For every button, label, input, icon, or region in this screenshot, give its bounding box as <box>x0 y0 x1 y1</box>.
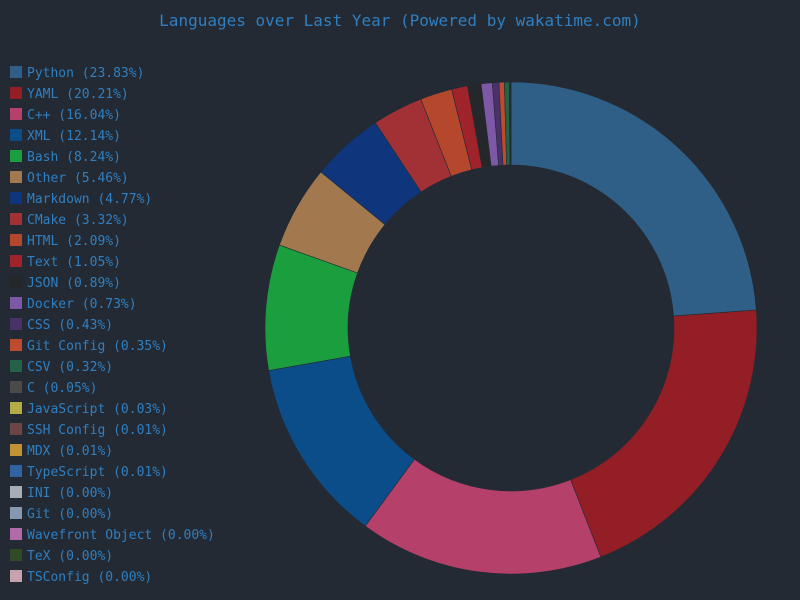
legend-swatch <box>10 423 22 435</box>
legend-swatch <box>10 255 22 267</box>
donut-slices <box>264 81 758 575</box>
legend-label: Git (0.00%) <box>27 507 113 522</box>
legend-item-ssh-config: SSH Config (0.01%) <box>10 423 168 438</box>
legend-swatch <box>10 402 22 414</box>
legend-item-c: C (0.05%) <box>10 381 97 396</box>
legend-label: Bash (8.24%) <box>27 150 121 165</box>
legend-label: Wavefront Object (0.00%) <box>27 528 215 543</box>
legend-swatch <box>10 171 22 183</box>
legend-swatch <box>10 129 22 141</box>
legend-swatch <box>10 318 22 330</box>
legend-swatch <box>10 570 22 582</box>
legend-item-json: JSON (0.89%) <box>10 276 121 291</box>
legend-label: TSConfig (0.00%) <box>27 570 152 585</box>
legend-item-git-config: Git Config (0.35%) <box>10 339 168 354</box>
legend-swatch <box>10 339 22 351</box>
legend-label: INI (0.00%) <box>27 486 113 501</box>
legend: Python (23.83%) YAML (20.21%) C++ (16.04%)… <box>10 66 215 585</box>
legend-label: Text (1.05%) <box>27 255 121 270</box>
legend-item-mdx: MDX (0.01%) <box>10 444 113 459</box>
slice-python <box>510 81 757 317</box>
legend-swatch <box>10 528 22 540</box>
legend-label: Python (23.83%) <box>27 66 144 81</box>
chart-title: Languages over Last Year (Powered by wak… <box>159 11 641 30</box>
slice-yaml <box>570 309 758 558</box>
legend-item-wavefront-object: Wavefront Object (0.00%) <box>10 528 215 543</box>
legend-label: JSON (0.89%) <box>27 276 121 291</box>
legend-swatch <box>10 87 22 99</box>
legend-label: TypeScript (0.01%) <box>27 465 168 480</box>
legend-label: CSV (0.32%) <box>27 360 113 375</box>
legend-swatch <box>10 234 22 246</box>
legend-swatch <box>10 381 22 393</box>
legend-swatch <box>10 276 22 288</box>
legend-label: HTML (2.09%) <box>27 234 121 249</box>
legend-item-typescript: TypeScript (0.01%) <box>10 465 168 480</box>
legend-swatch <box>10 66 22 78</box>
legend-item-csv: CSV (0.32%) <box>10 360 113 375</box>
legend-item-markdown: Markdown (4.77%) <box>10 192 152 207</box>
legend-swatch <box>10 192 22 204</box>
legend-item-other: Other (5.46%) <box>10 171 129 186</box>
legend-swatch <box>10 108 22 120</box>
legend-label: YAML (20.21%) <box>27 87 129 102</box>
legend-label: XML (12.14%) <box>27 129 121 144</box>
legend-item-text: Text (1.05%) <box>10 255 121 270</box>
legend-item-python: Python (23.83%) <box>10 66 144 81</box>
legend-swatch <box>10 213 22 225</box>
legend-item-cmake: CMake (3.32%) <box>10 213 129 228</box>
legend-item-javascript: JavaScript (0.03%) <box>10 402 168 417</box>
legend-swatch <box>10 360 22 372</box>
legend-item-c-: C++ (16.04%) <box>10 108 121 123</box>
legend-item-css: CSS (0.43%) <box>10 318 113 333</box>
legend-label: JavaScript (0.03%) <box>27 402 168 417</box>
legend-item-html: HTML (2.09%) <box>10 234 121 249</box>
legend-item-yaml: YAML (20.21%) <box>10 87 129 102</box>
legend-item-tsconfig: TSConfig (0.00%) <box>10 570 152 585</box>
legend-swatch <box>10 444 22 456</box>
legend-label: SSH Config (0.01%) <box>27 423 168 438</box>
legend-swatch <box>10 549 22 561</box>
legend-label: Other (5.46%) <box>27 171 129 186</box>
legend-label: C (0.05%) <box>27 381 97 396</box>
legend-label: Docker (0.73%) <box>27 297 137 312</box>
legend-swatch <box>10 486 22 498</box>
legend-swatch <box>10 297 22 309</box>
legend-label: C++ (16.04%) <box>27 108 121 123</box>
legend-item-tex: TeX (0.00%) <box>10 549 113 564</box>
legend-label: MDX (0.01%) <box>27 444 113 459</box>
legend-swatch <box>10 150 22 162</box>
legend-item-xml: XML (12.14%) <box>10 129 121 144</box>
legend-item-bash: Bash (8.24%) <box>10 150 121 165</box>
legend-label: Markdown (4.77%) <box>27 192 152 207</box>
legend-label: Git Config (0.35%) <box>27 339 168 354</box>
legend-swatch <box>10 507 22 519</box>
legend-item-docker: Docker (0.73%) <box>10 297 137 312</box>
legend-label: CSS (0.43%) <box>27 318 113 333</box>
legend-item-ini: INI (0.00%) <box>10 486 113 501</box>
legend-label: TeX (0.00%) <box>27 549 113 564</box>
legend-item-git: Git (0.00%) <box>10 507 113 522</box>
legend-swatch <box>10 465 22 477</box>
legend-label: CMake (3.32%) <box>27 213 129 228</box>
